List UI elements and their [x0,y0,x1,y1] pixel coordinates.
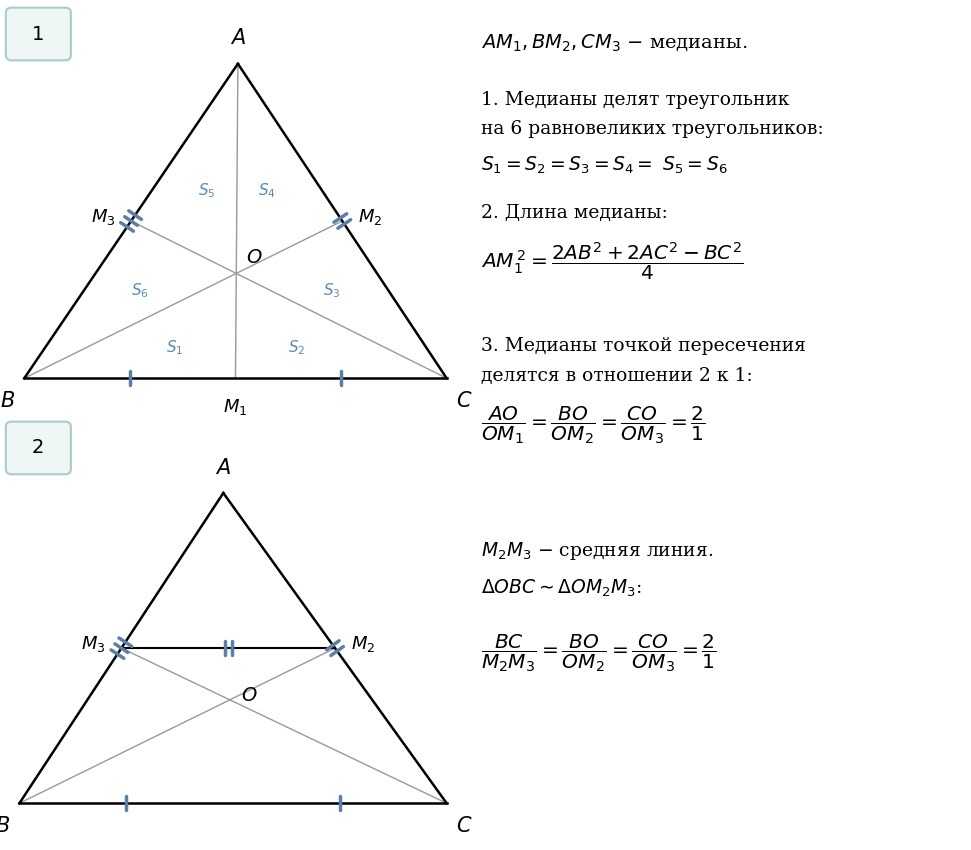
Text: $\dfrac{AO}{OM_1} = \dfrac{BO}{OM_2} = \dfrac{CO}{OM_3} = \dfrac{2}{1}$: $\dfrac{AO}{OM_1} = \dfrac{BO}{OM_2} = \… [481,405,705,445]
Text: $S_1 = S_2 = S_3 = S_4 = \ S_5 = S_6$: $S_1 = S_2 = S_3 = S_4 = \ S_5 = S_6$ [481,154,727,176]
Text: $C$: $C$ [456,391,473,411]
Text: 1. Медианы делят треугольник: 1. Медианы делят треугольник [481,91,789,110]
Text: 2: 2 [32,439,44,457]
Text: $C$: $C$ [456,816,473,836]
Text: $S_4$: $S_4$ [258,181,276,200]
Text: 3. Медианы точкой пересечения: 3. Медианы точкой пересечения [481,337,806,355]
Text: $O$: $O$ [246,247,262,267]
Text: $B$: $B$ [0,391,15,411]
Text: $M_3$: $M_3$ [91,207,116,227]
Text: $\Delta OBC{\sim}\Delta OM_2M_3$:: $\Delta OBC{\sim}\Delta OM_2M_3$: [481,577,641,599]
Text: $S_5$: $S_5$ [198,181,216,200]
Text: $M_2M_3$ $-$ средняя линия.: $M_2M_3$ $-$ средняя линия. [481,540,713,562]
Text: на 6 равновеликих треугольников:: на 6 равновеликих треугольников: [481,120,823,139]
Text: $B$: $B$ [0,816,10,836]
Text: $AM_1, BM_2, CM_3$ $-$ медианы.: $AM_1, BM_2, CM_3$ $-$ медианы. [481,32,747,53]
Text: $A$: $A$ [230,28,246,48]
FancyBboxPatch shape [6,8,71,60]
Text: 1: 1 [32,25,44,43]
Text: $S_6$: $S_6$ [131,281,150,300]
Text: $M_2$: $M_2$ [358,207,383,227]
Text: $M_2$: $M_2$ [351,634,375,654]
Text: $A$: $A$ [216,457,231,478]
Text: $AM_1^{\,2} = \dfrac{2AB^2 + 2AC^2 - BC^2}{4}$: $AM_1^{\,2} = \dfrac{2AB^2 + 2AC^2 - BC^… [481,241,744,283]
Text: $S_2$: $S_2$ [287,338,305,357]
FancyBboxPatch shape [6,422,71,474]
Text: $M_1$: $M_1$ [223,397,248,417]
Text: $\dfrac{BC}{M_2M_3} = \dfrac{BO}{OM_2} = \dfrac{CO}{OM_3} = \dfrac{2}{1}$: $\dfrac{BC}{M_2M_3} = \dfrac{BO}{OM_2} =… [481,632,717,673]
Text: 2. Длина медианы:: 2. Длина медианы: [481,203,667,222]
Text: $S_1$: $S_1$ [166,338,184,357]
Text: делятся в отношении 2 к 1:: делятся в отношении 2 к 1: [481,366,753,385]
Text: $O$: $O$ [242,686,258,706]
Text: $M_3$: $M_3$ [82,634,106,654]
Text: $S_3$: $S_3$ [323,281,341,300]
